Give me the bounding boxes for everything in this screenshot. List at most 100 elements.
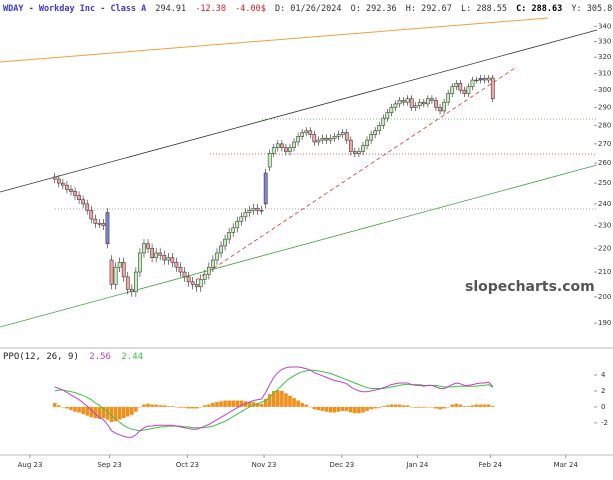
y-tick-label: 280 (598, 121, 611, 129)
ppo-histogram (312, 406, 317, 410)
ppo-line (54, 366, 494, 438)
open: O: 292.36 (351, 4, 397, 14)
candle-body (182, 271, 187, 278)
ppo-histogram (158, 405, 163, 407)
ppo-histogram (247, 402, 252, 407)
ppo-histogram (203, 405, 207, 407)
ppo-histogram (219, 401, 223, 407)
candle-body (97, 223, 102, 225)
candle-body (194, 284, 199, 288)
candle-body (397, 100, 402, 105)
ppo-histogram (357, 406, 361, 414)
candle-body (81, 199, 85, 205)
candle-body (438, 107, 442, 112)
candle-body (393, 103, 398, 108)
prev: Y: 305.89 (571, 4, 613, 14)
signal-line (54, 369, 494, 432)
ppo-histogram (397, 404, 402, 407)
ppo-histogram (466, 406, 471, 407)
ppo-histogram (454, 403, 459, 407)
ppo-histogram (231, 400, 236, 407)
candle-body (170, 257, 175, 263)
candle-body (300, 132, 305, 137)
ppo-histogram (393, 404, 398, 407)
candle-body (357, 151, 361, 154)
candle-body (426, 98, 430, 105)
ppo-histogram (239, 400, 244, 407)
candle-body (308, 130, 313, 135)
ppo-histogram (186, 406, 191, 409)
ppo-histogram (280, 390, 284, 407)
ppo-histogram (409, 406, 414, 408)
ppo-histogram (69, 406, 73, 411)
ppo-histogram (365, 406, 369, 411)
ppo-histogram (344, 406, 349, 411)
candle-body (198, 279, 203, 288)
ppo-histogram (89, 406, 94, 418)
close: C: 288.63 (516, 4, 562, 14)
candle-body (320, 137, 325, 141)
ppo-histogram (211, 402, 215, 407)
ppo-histogram (349, 406, 353, 413)
candle-body (113, 266, 118, 285)
candle-body (486, 77, 491, 81)
ppo-histogram (482, 404, 487, 407)
ppo-histogram (235, 400, 240, 407)
ppo-histogram (101, 406, 106, 419)
candle-body (223, 238, 227, 247)
ppo-histogram (105, 406, 110, 420)
candle-body (470, 79, 475, 87)
y-tick-label: 330 (598, 38, 611, 46)
candle-body (284, 147, 288, 152)
candle-body (166, 257, 171, 261)
candle-body (150, 248, 154, 258)
candle-body (316, 139, 321, 143)
ppo-tick-label: 0 (601, 403, 605, 411)
y-tick-label: 210 (598, 268, 611, 276)
candle-body (134, 271, 138, 293)
candle-body (73, 191, 77, 196)
pct: -4.00$ (235, 4, 266, 14)
candle-body (235, 220, 240, 229)
ppo-histogram (478, 404, 483, 407)
candle-body (373, 130, 378, 135)
ppo-histogram (198, 406, 203, 408)
ppo-histogram (125, 406, 130, 417)
ppo-histogram (121, 406, 126, 419)
ppo-histogram (369, 406, 373, 410)
ppo-histogram (61, 406, 65, 408)
ppo-histogram (65, 406, 69, 409)
x-tick-label: Oct 23 (176, 461, 199, 469)
candle-body (129, 289, 134, 293)
ppo-histogram (300, 402, 304, 407)
candle-body (211, 259, 215, 268)
ppo-histogram (430, 406, 434, 408)
x-tick-label: Dec 23 (330, 461, 355, 469)
candle-body (190, 281, 195, 285)
ppo-histogram (215, 402, 219, 407)
candle-body (215, 252, 219, 261)
ppo-histogram (227, 400, 231, 407)
ppo-histogram (324, 406, 329, 412)
ppo-histogram (308, 406, 313, 408)
ppo-histogram (73, 406, 77, 412)
x-tick-label: Aug 23 (18, 461, 43, 469)
trendlines (0, 17, 598, 328)
candle-body (405, 98, 410, 103)
ppo-histogram (434, 406, 438, 409)
candle-body (280, 143, 284, 148)
ppo-histogram (417, 406, 422, 408)
trendline (195, 67, 516, 281)
trendline (0, 29, 598, 193)
ppo-histogram (117, 406, 122, 420)
candle-body (158, 252, 163, 256)
ppo-histogram (361, 406, 365, 413)
ppo-histogram (377, 406, 382, 408)
candle-body (142, 243, 146, 254)
candle-body (288, 147, 292, 152)
candle-body (336, 134, 341, 137)
ppo-header: PPO(12, 26, 9) 2.56 2.44 (3, 352, 143, 362)
candle-body (117, 262, 122, 268)
